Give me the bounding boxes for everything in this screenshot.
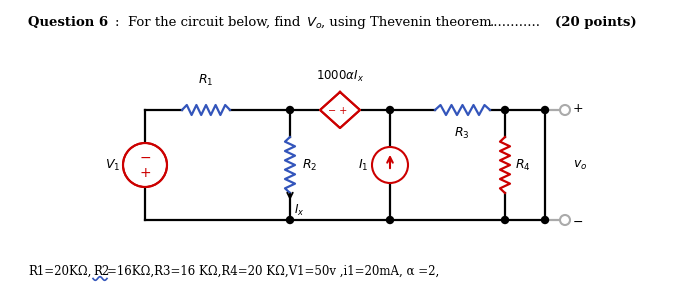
Text: $V_o$: $V_o$ <box>306 16 322 31</box>
Circle shape <box>287 216 293 223</box>
Circle shape <box>387 106 393 113</box>
Text: $R_4$: $R_4$ <box>515 157 531 173</box>
Text: Question 6: Question 6 <box>28 16 108 29</box>
Text: $V_1$: $V_1$ <box>105 157 120 173</box>
Circle shape <box>287 106 293 113</box>
Circle shape <box>560 105 570 115</box>
Text: =16KΩ,R3=16 KΩ,R4=20 KΩ,V1=50v ,i1=20mA, α =2,: =16KΩ,R3=16 KΩ,R4=20 KΩ,V1=50v ,i1=20mA,… <box>107 265 439 278</box>
Circle shape <box>387 216 393 223</box>
Text: $R_2$: $R_2$ <box>302 157 317 173</box>
Text: +: + <box>573 102 583 115</box>
Circle shape <box>541 106 548 113</box>
Text: $I_x$: $I_x$ <box>294 203 304 218</box>
Text: −: − <box>139 151 151 165</box>
Text: :  For the circuit below, find: : For the circuit below, find <box>115 16 305 29</box>
Text: ............: ............ <box>490 16 541 29</box>
Circle shape <box>123 143 167 187</box>
Circle shape <box>372 147 408 183</box>
Text: $R_1$: $R_1$ <box>198 73 214 88</box>
Text: $1000\alpha I_x$: $1000\alpha I_x$ <box>316 69 364 84</box>
Text: R2: R2 <box>93 265 110 278</box>
Polygon shape <box>320 92 360 128</box>
Text: , using Thevenin theorem: , using Thevenin theorem <box>321 16 491 29</box>
Text: R1=20KΩ,: R1=20KΩ, <box>28 265 91 278</box>
Text: $R_3$: $R_3$ <box>454 126 470 141</box>
Text: − +: − + <box>329 106 347 116</box>
Text: (20 points): (20 points) <box>555 16 637 29</box>
Text: −: − <box>573 216 583 229</box>
Circle shape <box>541 216 548 223</box>
Circle shape <box>502 216 508 223</box>
Text: $I_1$: $I_1$ <box>358 157 368 173</box>
Text: $v_o$: $v_o$ <box>573 158 587 171</box>
Circle shape <box>560 215 570 225</box>
Circle shape <box>502 106 508 113</box>
Text: +: + <box>139 166 151 180</box>
